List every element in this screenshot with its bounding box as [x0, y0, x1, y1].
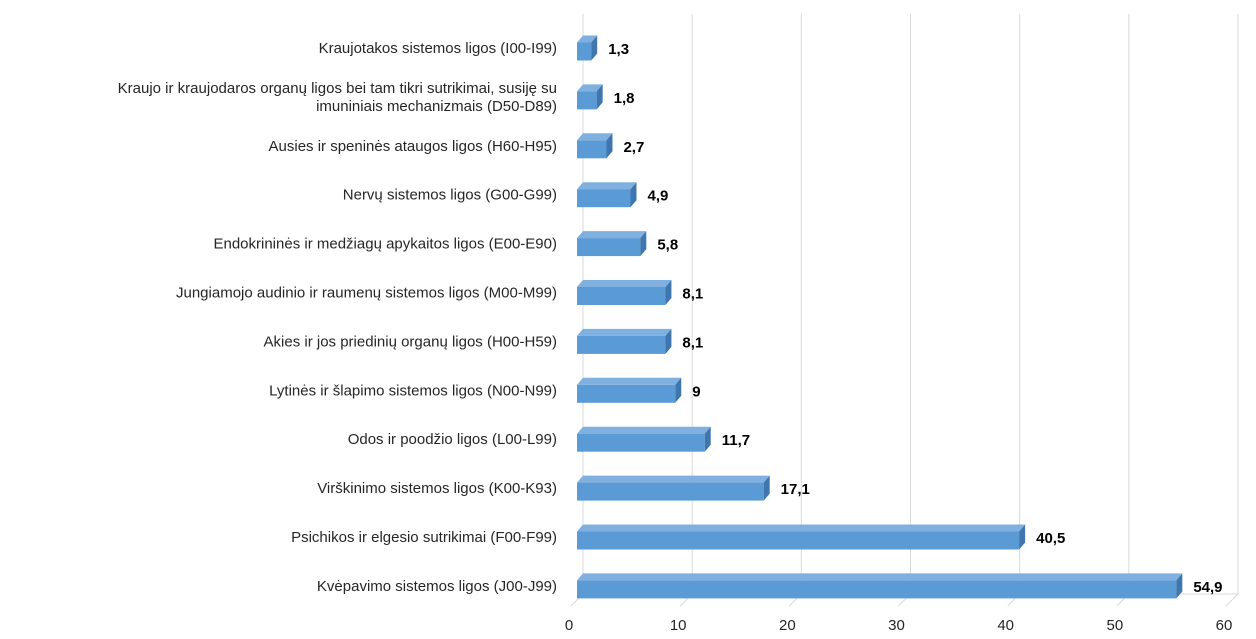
category-label: Kraujotakos sistemos ligos (I00-I99): [319, 40, 557, 57]
category-label: Akies ir jos priedinių organų ligos (H00…: [264, 333, 557, 350]
bar: [577, 384, 676, 403]
bar-top-face: [577, 426, 711, 434]
category-label: Psichikos ir elgesio sutrikimai (F00-F99…: [291, 529, 557, 546]
bar-side-face: [675, 377, 682, 403]
category-label: Endokrininės ir medžiagų apykaitos ligos…: [213, 236, 557, 253]
category-label: Kvėpavimo sistemos ligos (J00-J99): [317, 578, 557, 595]
bar: [577, 433, 705, 452]
category-label: Virškinimo sistemos ligos (K00-K93): [317, 480, 557, 497]
bars: [577, 35, 1183, 599]
bar-top-face: [577, 377, 682, 385]
bar-top-face: [577, 35, 598, 43]
x-tick-label: 50: [1106, 617, 1123, 634]
bar-side-face: [596, 84, 603, 110]
bar-side-face: [665, 280, 672, 305]
data-labels: 1,3 1,8 2,7 4,9 5,8 8,1 8,1 9 11,7 17,1 40,5 54,9: [608, 41, 1222, 596]
data-label: 17,1: [781, 481, 810, 498]
bar-top-face: [577, 182, 637, 190]
bar-top-face: [577, 524, 1026, 532]
bar-side-face: [704, 426, 711, 452]
bar: [577, 189, 631, 208]
x-tick-label: 60: [1216, 617, 1233, 634]
bar: [577, 580, 1177, 599]
bar: [577, 482, 764, 501]
data-label: 1,8: [614, 90, 635, 107]
gridlines: [582, 14, 1239, 594]
x-axis-tick-labels: 0 10 20 30 40 50 60: [565, 617, 1233, 634]
data-label: 9: [692, 383, 700, 400]
bar-side-face: [1176, 573, 1183, 599]
bar: [577, 91, 597, 110]
bar-side-face: [630, 182, 637, 208]
data-label: 4,9: [647, 188, 668, 205]
bar-top-face: [577, 573, 1183, 581]
bar: [577, 335, 666, 354]
bar-side-face: [591, 35, 598, 61]
data-label: 5,8: [657, 237, 678, 254]
x-tick-label: 10: [670, 617, 687, 634]
x-tick-label: 0: [565, 617, 573, 634]
category-label: Kraujo ir kraujodaros organų ligos bei t…: [118, 80, 557, 97]
floor-gridline: [1225, 593, 1239, 607]
category-label: Nervų sistemos ligos (G00-G99): [343, 187, 557, 204]
category-label: Lytinės ir šlapimo sistemos ligos (N00-N…: [269, 382, 557, 399]
bar-top-face: [577, 280, 672, 287]
bar-top-face: [577, 328, 672, 336]
bar-side-face: [763, 475, 770, 501]
data-label: 8,1: [682, 286, 703, 303]
x-tick-label: 20: [779, 617, 796, 634]
bar-top-face: [577, 133, 613, 141]
bar-side-face: [640, 231, 647, 257]
data-label: 40,5: [1036, 530, 1065, 547]
bar: [577, 238, 641, 257]
bar-side-face: [606, 133, 613, 159]
data-label: 1,3: [608, 41, 629, 58]
data-label: 8,1: [682, 334, 703, 351]
data-label: 54,9: [1193, 579, 1222, 596]
x-tick-label: 40: [997, 617, 1014, 634]
bar: [577, 140, 607, 159]
bar: [577, 531, 1020, 550]
bar: [577, 42, 592, 61]
category-label: Ausies ir speninės ataugos ligos (H60-H9…: [269, 138, 557, 155]
bar-top-face: [577, 231, 647, 239]
data-label: 2,7: [623, 139, 644, 156]
bar-side-face: [1019, 524, 1026, 550]
bar: [577, 287, 666, 305]
bar-top-face: [577, 475, 770, 483]
x-tick-label: 30: [888, 617, 905, 634]
bar-side-face: [665, 328, 672, 354]
category-labels: Kraujotakos sistemos ligos (I00-I99) Krau…: [118, 40, 557, 595]
category-label: imuniniais mechanizmais (D50-D89): [316, 98, 557, 115]
category-label: Odos ir poodžio ligos (L00-L99): [348, 431, 557, 448]
category-label: Jungiamojo audinio ir raumenų sistemos l…: [176, 285, 557, 302]
data-label: 11,7: [722, 432, 750, 449]
bar-top-face: [577, 84, 603, 92]
